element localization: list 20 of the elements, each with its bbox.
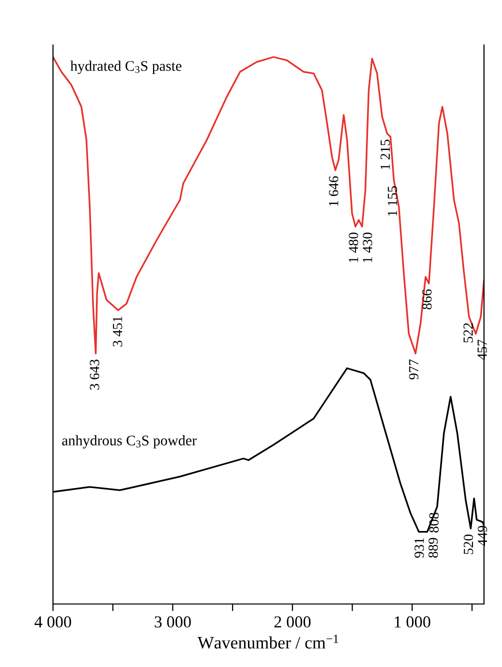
annotation: 3 451 [112, 316, 122, 346]
annotation: 977 [409, 359, 418, 380]
annotation: 889 [428, 538, 438, 558]
series-label: hydrated C$_{3}$S paste [70, 60, 182, 74]
x-tick-label: 4 000 [34, 616, 72, 628]
x-tick-label: 3 000 [154, 616, 191, 628]
annotation: 931 [414, 538, 424, 558]
x-tick-label: 2 000 [274, 616, 311, 628]
annotation: 520 [464, 534, 474, 554]
x-tick-label: 1 000 [394, 616, 430, 628]
annotation: 1 155 [388, 186, 398, 216]
annotation: 1 430 [362, 232, 372, 262]
x-axis-title: Wavenumber / cm$^{−1}$ [198, 634, 338, 649]
series-label: anhydrous C$_{3}$S powder [62, 435, 197, 448]
annotation: 1 215 [380, 140, 390, 170]
annotation: 866 [422, 289, 432, 310]
annotation: 522 [464, 323, 473, 342]
annotation: 1 480 [348, 232, 358, 262]
annotation: 3 643 [90, 360, 100, 390]
annotation: 1 646 [328, 176, 338, 206]
